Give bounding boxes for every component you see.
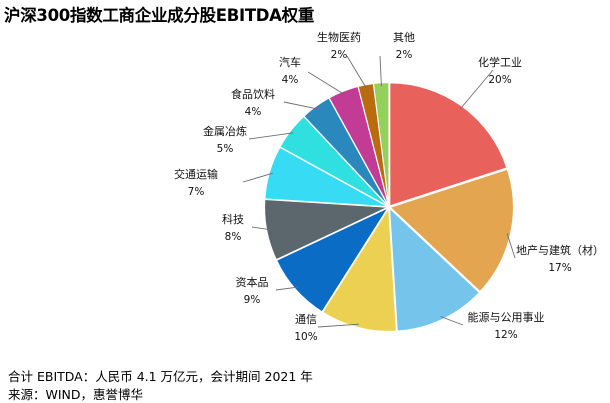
slice-label: 交通运输: [174, 167, 218, 181]
slice-label: 化学工业: [478, 55, 522, 69]
pie-slice: [322, 206, 397, 332]
slice-value-label: 20%: [488, 74, 511, 86]
slice-label: 地产与建筑（材）: [516, 243, 604, 257]
slice-value-label: 4%: [245, 106, 262, 118]
leader-line: [379, 55, 382, 87]
total-note: 合计 EBITDA：人民币 4.1 万亿元，会计期间 2021 年: [8, 369, 313, 384]
chart-title: 沪深300指数工商企业成分股EBITDA权重: [4, 6, 315, 25]
slice-value-label: 2%: [396, 49, 413, 61]
slice-value-label: 5%: [217, 143, 234, 155]
slice-label: 汽车: [279, 55, 301, 69]
source-note: 来源：WIND，惠誉博华: [8, 387, 144, 402]
slice-label: 金属冶炼: [203, 124, 247, 138]
slice-label: 能源与公用事业: [468, 310, 545, 324]
slice-value-label: 12%: [494, 329, 517, 341]
slice-value-label: 10%: [294, 331, 317, 343]
slice-label: 生物医药: [317, 30, 361, 44]
pie-slice: [264, 199, 388, 261]
leader-line: [459, 69, 494, 110]
leader-line: [251, 226, 271, 231]
slice-value-label: 8%: [225, 231, 242, 243]
leader-line: [506, 233, 516, 259]
slice-label: 科技: [222, 212, 244, 226]
leader-line: [248, 132, 294, 140]
pie-slice: [275, 206, 390, 313]
slice-label: 其他: [393, 31, 415, 44]
leader-line: [317, 323, 359, 328]
leader-line: [275, 286, 299, 291]
leader-line: [242, 172, 273, 183]
pie-slice: [389, 168, 514, 293]
slice-value-label: 7%: [188, 186, 205, 198]
leader-line: [346, 55, 367, 89]
pie-slice: [264, 146, 388, 208]
slice-value-label: 17%: [548, 262, 571, 274]
leader-line: [440, 316, 464, 326]
slice-value-label: 9%: [244, 294, 261, 306]
pie-slice: [389, 207, 480, 332]
leader-line: [307, 71, 345, 95]
slice-label: 资本品: [236, 275, 269, 289]
slice-label: 食品饮料: [231, 87, 275, 101]
slice-value-label: 2%: [331, 49, 348, 61]
slice-value-label: 4%: [282, 74, 299, 86]
leader-line: [283, 101, 318, 110]
slice-label: 通信: [295, 313, 317, 326]
